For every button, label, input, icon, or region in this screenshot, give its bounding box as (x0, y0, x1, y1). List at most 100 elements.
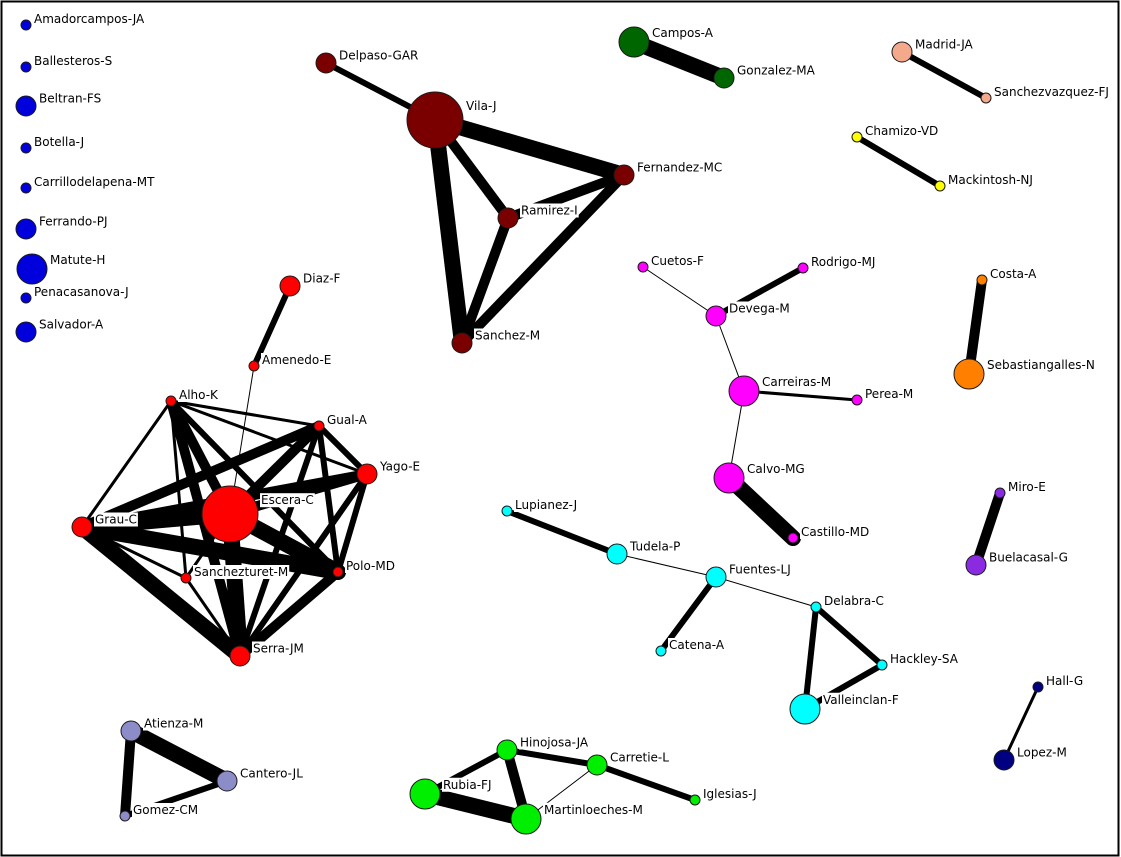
node-label-backing (49, 252, 107, 267)
edge-gual-a-grau-c (77, 421, 324, 532)
edge-atienza-m-cantero-jl (123, 723, 235, 789)
node-rubia-fj[interactable] (409, 778, 441, 810)
node-yago-e[interactable] (356, 463, 378, 485)
node-label-mackintosh-nj: Mackintosh-NJ (948, 173, 1033, 187)
node-campos-a[interactable] (618, 26, 650, 58)
node-polo-md[interactable] (332, 566, 344, 578)
node-iglesias-j[interactable] (689, 794, 701, 806)
node-cantero-jl[interactable] (216, 770, 238, 792)
node-chamizo-vd[interactable] (851, 131, 863, 143)
node-label-gual-a: Gual-A (327, 413, 368, 427)
node-sanchez-m[interactable] (451, 332, 473, 354)
node-grau-c[interactable] (71, 516, 93, 538)
edge-yago-e-polo-md (335, 471, 370, 575)
node-fuentes-lj[interactable] (705, 566, 727, 588)
node-miro-e[interactable] (994, 487, 1006, 499)
node-sanchezturet-m[interactable] (180, 572, 192, 584)
node-catena-a[interactable] (655, 645, 667, 657)
node-atienza-m[interactable] (120, 720, 142, 742)
node-penacasanova-j[interactable] (20, 292, 32, 304)
node-gomez-cm[interactable] (119, 810, 131, 822)
node-hinojosa-ja[interactable] (496, 739, 518, 761)
node-escera-c[interactable] (201, 485, 259, 543)
node-amenedo-e[interactable] (248, 360, 260, 372)
node-hall-g[interactable] (1032, 681, 1044, 693)
node-carretie-l[interactable] (586, 754, 608, 776)
node-label-backing (326, 413, 369, 427)
node-label-backing (914, 37, 975, 52)
edge-madrid-ja-sanchezvazquez-fj (899, 49, 989, 101)
node-delpaso-gar[interactable] (315, 52, 337, 74)
node-carrillodelapena-mt[interactable] (20, 182, 32, 194)
node-label-backing (33, 135, 86, 149)
node-label-polo-md: Polo-MD (346, 559, 395, 573)
node-buelacasal-g[interactable] (965, 554, 987, 576)
node-perea-m[interactable] (851, 394, 863, 406)
node-label-ferrando-pj: Ferrando-PJ (39, 215, 108, 229)
labels-layer: Amadorcampos-JA Ballesteros-S Beltran-FS Bo… (33, 12, 1110, 817)
node-vila-j[interactable] (406, 91, 464, 149)
node-gual-a[interactable] (313, 420, 325, 432)
node-label-backing (993, 85, 1110, 99)
node-beltran-fs[interactable] (15, 95, 37, 117)
edge-grau-c-polo-md (74, 519, 346, 580)
node-rodrigo-mj[interactable] (797, 262, 809, 274)
node-label-yago-e: Yago-E (379, 460, 420, 474)
node-serra-jm[interactable] (229, 645, 251, 667)
node-label-fuentes-lj: Fuentes-LJ (729, 563, 791, 577)
node-label-backing (761, 374, 833, 389)
node-diaz-f[interactable] (279, 275, 301, 297)
node-sanchezvazquez-fj[interactable] (980, 92, 992, 104)
node-label-backing (519, 735, 590, 750)
node-label-miro-e: Miro-E (1008, 480, 1046, 494)
node-hackley-sa[interactable] (876, 659, 888, 671)
edge-alho-k-gual-a (169, 399, 321, 428)
node-lupianez-j[interactable] (501, 505, 513, 517)
node-castillo-md[interactable] (787, 532, 799, 544)
node-cuetos-f[interactable] (637, 261, 649, 273)
node-label-backing (33, 285, 130, 299)
node-ramirez-i[interactable] (497, 207, 519, 229)
node-label-cuetos-f: Cuetos-F (651, 254, 704, 268)
node-calvo-mg[interactable] (713, 462, 745, 494)
node-label-backing (302, 271, 342, 286)
node-matute-h[interactable] (16, 253, 48, 285)
node-label-salvador-a: Salvador-A (39, 318, 104, 332)
node-label-hinojosa-ja: Hinojosa-JA (520, 736, 589, 750)
node-label-lopez-m: Lopez-M (1017, 746, 1067, 760)
node-label-backing (33, 54, 114, 68)
node-sebastiangalles-n[interactable] (953, 358, 985, 390)
node-label-hall-g: Hall-G (1046, 674, 1083, 688)
node-label-chamizo-vd: Chamizo-VD (865, 124, 938, 138)
node-valleinclan-f[interactable] (789, 693, 821, 725)
node-label-backing (1045, 674, 1085, 688)
node-label-serra-jm: Serra-JM (253, 642, 304, 656)
node-tudela-p[interactable] (606, 543, 628, 565)
node-label-atienza-m: Atienza-M (144, 717, 203, 731)
node-gonzalez-ma[interactable] (713, 67, 735, 89)
node-label-backing (889, 652, 960, 666)
node-label-botella-j: Botella-J (34, 135, 84, 149)
edge-costa-a-sebastiangalles-n (964, 275, 987, 379)
node-lopez-m[interactable] (993, 749, 1015, 771)
node-mackintosh-nj[interactable] (934, 180, 946, 192)
node-botella-j[interactable] (20, 142, 32, 154)
node-ballesteros-s[interactable] (20, 61, 32, 73)
node-label-backing (378, 459, 422, 474)
node-costa-a[interactable] (976, 274, 988, 286)
node-madrid-ja[interactable] (891, 41, 913, 63)
node-delabra-c[interactable] (810, 601, 822, 613)
node-label-alho-k: Alho-K (179, 388, 219, 402)
node-label-rodrigo-mj: Rodrigo-MJ (811, 255, 875, 269)
node-label-backing (514, 498, 579, 512)
node-ferrando-pj[interactable] (15, 218, 37, 240)
node-martinloeches-m[interactable] (510, 803, 542, 835)
node-label-backing (38, 214, 109, 229)
node-label-backing (543, 802, 644, 817)
node-amadorcampos-ja[interactable] (20, 19, 32, 31)
node-devega-m[interactable] (705, 305, 727, 327)
node-carreiras-m[interactable] (728, 375, 760, 407)
node-alho-k[interactable] (165, 395, 177, 407)
node-salvador-a[interactable] (15, 321, 37, 343)
node-fernandez-mc[interactable] (613, 164, 635, 186)
